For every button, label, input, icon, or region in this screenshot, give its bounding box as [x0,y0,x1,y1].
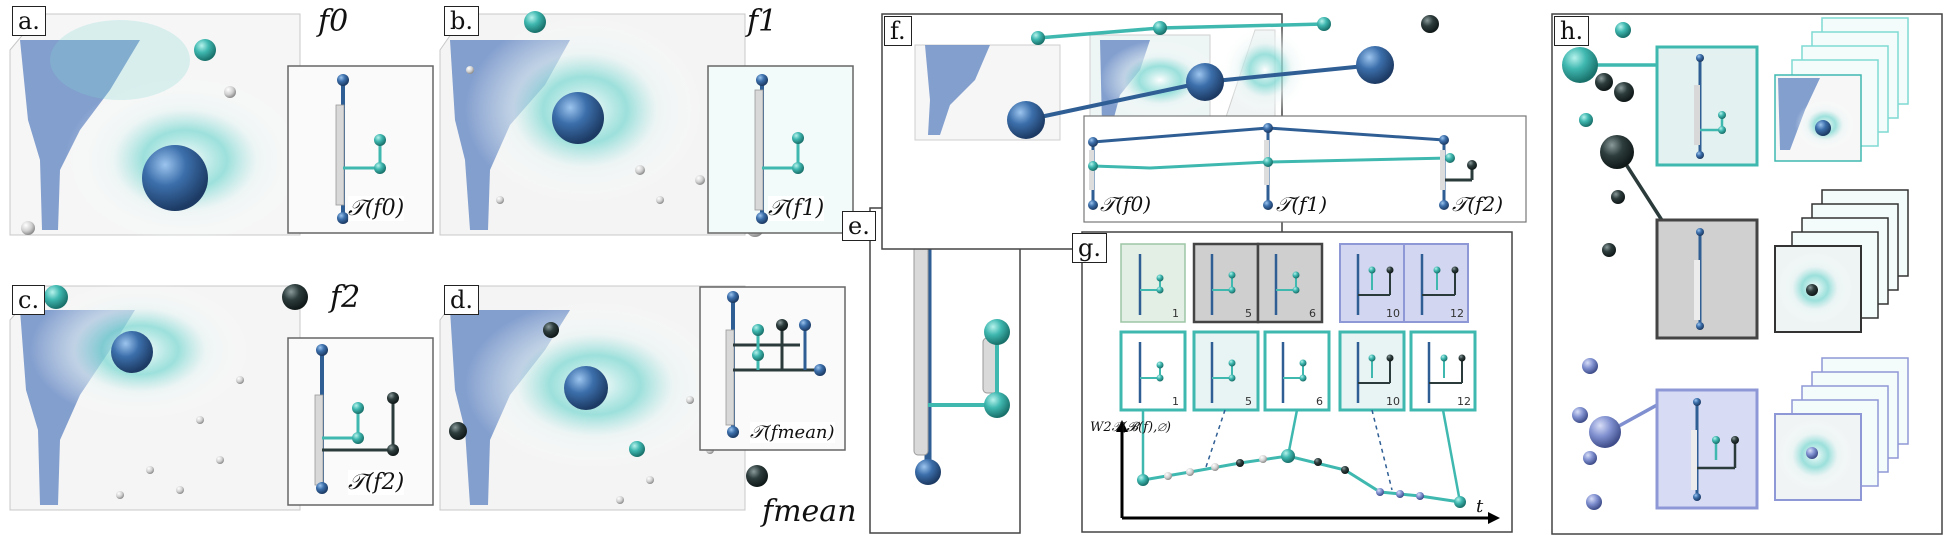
panel-a-label: a. [12,6,46,36]
panel-h-cluster-trees [1655,45,1759,510]
panel-c-function: f2 [330,280,361,315]
panel-h-label: h. [1554,16,1590,46]
panel-g-frame-top-2: 6 [1309,307,1316,320]
panel-a-tree-label: 𝒯(f0) [348,196,405,221]
panel-f-tracking-graph [1007,15,1439,139]
panel-g-frame-top-0: 1 [1172,307,1179,320]
panel-g-frame-bottom-4: 12 [1457,395,1471,408]
panel-a-merge-tree [335,74,386,224]
panel-g-frame-top-1: 5 [1245,307,1252,320]
panel-g-frame-bottom-3: 10 [1386,395,1400,408]
panel-b-volume [439,11,764,237]
panel-d-tree-label: 𝒯(fmean) [750,422,835,443]
panel-g-plot [1116,409,1500,524]
panel-f-volumes [914,25,1310,141]
panel-d-label: d. [444,285,479,315]
panel-c-tree-label: 𝒯(f2) [348,470,405,495]
panel-f-tree-sequence [1088,123,1477,210]
panel-c-merge-tree [314,344,399,494]
panel-g-frame-bottom-1: 5 [1245,395,1252,408]
panel-g-y-axis-label: W2𝒯(𝓑(f),∅) [1090,420,1171,435]
panel-h-tracks [1562,22,1667,510]
panel-d-merge-tree [725,291,826,438]
panel-b-label: b. [444,6,479,36]
panel-g-frame-top-4: 12 [1450,307,1464,320]
panel-f-tree-label-2: 𝒯(f2) [1452,192,1504,216]
panel-a-function: f0 [318,4,349,39]
panel-a-volume [9,13,305,245]
panel-b-tree-label: 𝒯(f1) [768,196,825,221]
panel-f-tree-label-0: 𝒯(f0) [1100,192,1152,216]
panel-g-top-row [1120,242,1469,324]
panel-e-label: e. [842,211,876,241]
panel-g-frame-bottom-2: 6 [1316,395,1323,408]
panel-g-label: g. [1072,233,1107,263]
panel-d-volume [439,285,768,511]
panel-b-function: f1 [747,4,778,39]
panel-h-member-stacks [1774,17,1909,501]
panel-g-frame-top-3: 10 [1386,307,1400,320]
panel-c-volume [9,280,308,511]
panel-f-label: f. [884,16,912,46]
panel-c-label: c. [12,285,46,315]
panel-f-tree-label-1: 𝒯(f1) [1276,192,1328,216]
panel-d-function: fmean [762,494,857,529]
panel-g-mini-trees [1138,254,1466,403]
panel-g-frame-bottom-0: 1 [1172,395,1179,408]
panel-g-x-axis-label: t [1476,496,1484,517]
panel-b-merge-tree [754,74,804,224]
